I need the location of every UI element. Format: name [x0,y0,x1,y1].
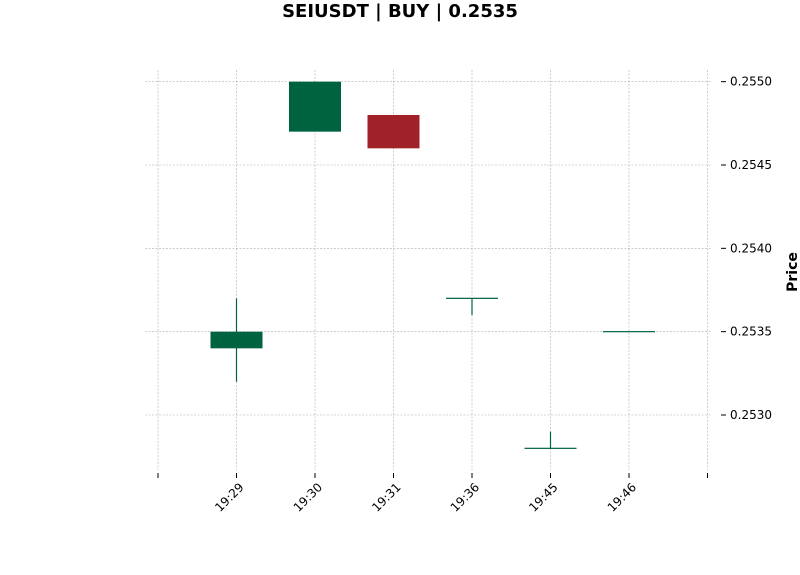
x-tick-label: 19:30 [291,480,325,514]
candle [603,331,655,333]
candle [524,431,577,449]
candle-body [367,115,420,149]
chart-title: SEIUSDT | BUY | 0.2535 [282,1,518,22]
x-tick-label: 19:31 [369,480,403,514]
candle [446,297,498,315]
x-tick-label: 19:29 [212,480,246,514]
y-tick-label: 0.2530 [730,408,772,422]
x-tick-label: 19:45 [526,480,560,514]
y-tick-label: 0.2545 [730,158,772,172]
x-tick-label: 19:46 [605,480,639,514]
candle-body [289,81,341,132]
y-tick-label: 0.2535 [730,325,772,339]
candle-body [524,447,577,449]
y-tick-label: 0.2540 [730,241,772,255]
x-tick-label: 19:36 [448,480,482,514]
y-axis-label: Price [785,252,800,292]
axes: 0.2530 0.2535 0.2540 0.2545 0.2550 19:29 19:30… [157,75,772,515]
candle [367,115,420,149]
candle-body [210,331,263,349]
candle-body [603,331,655,333]
candle [289,81,341,132]
candles [210,81,655,449]
candle-body [446,297,498,299]
candle [210,298,263,382]
y-tick-label: 0.2550 [730,75,772,89]
grid-lines [145,70,712,470]
